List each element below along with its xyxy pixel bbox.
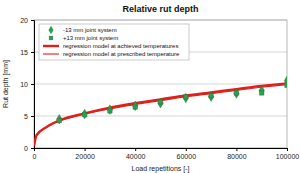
legend-swatch: [48, 26, 53, 35]
x-tick: 0: [33, 148, 37, 160]
data-point: [158, 98, 163, 107]
y-axis: 0 5 10 15 20: [20, 17, 34, 152]
y-tick: 15: [20, 49, 34, 56]
y-tick-mark: [31, 20, 34, 21]
data-point: [133, 105, 137, 109]
data-point: [234, 91, 238, 95]
data-point: [183, 93, 188, 102]
y-tick-label: 5: [24, 113, 28, 120]
legend: -13 mm joint system +13 mm joint system re…: [39, 24, 189, 60]
x-tick-label: 0: [33, 153, 37, 160]
y-tick-mark: [31, 52, 34, 53]
grid-line: [34, 84, 287, 85]
title: Relative rut depth: [122, 4, 198, 14]
data-point: [107, 105, 112, 114]
x-axis-line: [35, 149, 288, 152]
x-tick-mark: [135, 148, 136, 151]
data-point: [57, 114, 62, 123]
legend-swatch: [49, 36, 53, 40]
data-point: [82, 112, 86, 116]
x-tick-label: 40000: [126, 153, 146, 160]
plot-area: [34, 76, 287, 146]
legend-label: regression model at achieved temperature…: [63, 43, 178, 49]
data-point: [259, 91, 263, 95]
plot-frame: [34, 20, 287, 148]
legend-label: -13 mm joint system: [63, 27, 117, 33]
x-tick-label: 20000: [75, 153, 95, 160]
grid: [34, 20, 287, 148]
legend-label: regression model at prescribed temperatu…: [63, 51, 180, 57]
data-point: [234, 89, 239, 98]
data-point: [208, 92, 213, 101]
y-tick: 20: [20, 17, 34, 24]
y-tick-label: 15: [20, 49, 28, 56]
x-tick: 40000: [126, 148, 146, 160]
grid-line: [34, 20, 287, 21]
data-point: [82, 109, 87, 118]
y-tick-label: 10: [20, 81, 28, 88]
x-tick-label: 60000: [177, 153, 197, 160]
x-tick-mark: [236, 148, 237, 151]
regression-line: [34, 83, 287, 146]
x-tick-mark: [186, 148, 187, 151]
y-tick-label: 0: [24, 145, 28, 152]
x-tick-label: 100000: [276, 153, 299, 160]
x-tick: 20000: [75, 148, 95, 160]
data-point: [158, 100, 162, 104]
y-tick: 0: [24, 145, 34, 152]
x-tick-mark: [85, 148, 86, 151]
data-point: [209, 93, 213, 97]
x-tick: 80000: [227, 148, 247, 160]
data-point: [108, 109, 112, 113]
regression-line: [34, 85, 287, 146]
legend-box: [39, 24, 189, 60]
y-tick: 5: [24, 113, 34, 120]
chart: 0 20000 40000 60000 80000 100000 0 5 10 15 20 Relat…: [0, 0, 300, 173]
y-axis-line: [31, 21, 35, 149]
legend-label: +13 mm joint system: [63, 35, 118, 41]
x-tick-mark: [287, 148, 288, 151]
legend-swatch: [43, 45, 59, 47]
legend-swatch: [43, 53, 59, 54]
data-point: [57, 118, 61, 122]
y-tick-mark: [31, 148, 34, 149]
y-tick-mark: [31, 116, 34, 117]
x-tick: 60000: [177, 148, 197, 160]
x-tick: 100000: [276, 148, 299, 160]
data-point: [132, 101, 137, 110]
x-axis: 0 20000 40000 60000 80000 100000: [33, 148, 300, 160]
y-tick-mark: [31, 84, 34, 85]
y-tick: 10: [20, 81, 34, 88]
data-point: [184, 95, 188, 99]
y-tick-label: 20: [20, 17, 28, 24]
data-point: [259, 86, 264, 95]
data-point: [285, 83, 287, 87]
y-axis-title: Rut depth [mm]: [2, 60, 10, 108]
x-axis-title: Load repetitions [-]: [132, 165, 190, 173]
x-tick-label: 80000: [227, 153, 247, 160]
